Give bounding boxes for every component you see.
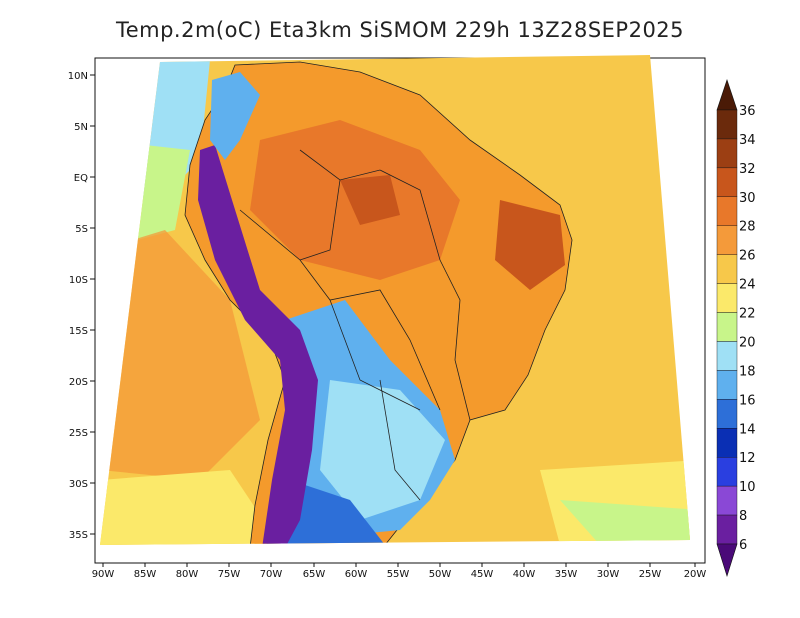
lon-label: 90W [92,569,115,580]
lat-label: 5S [75,224,88,235]
pacific-south-area [100,470,280,545]
lon-label: 20W [684,569,707,580]
lat-label: 10N [68,71,88,82]
colorbar-segment [716,485,738,516]
colorbar-segment [716,370,738,400]
colorbar-label: 10 [739,480,756,495]
colorbar-label: 16 [739,393,756,408]
interior-hot-spot [340,175,400,225]
lon-label: 45W [471,569,494,580]
colorbar-bottom-arrow [716,543,738,578]
colorbar-label: 30 [739,191,756,206]
lon-label: 60W [345,569,368,580]
lat-label: 10S [69,275,88,286]
lon-label: 75W [218,569,241,580]
colorbar-label: 36 [739,104,756,119]
colorbar-label: 6 [739,538,747,553]
colorbar-segment [716,167,738,198]
andes-cold-ridge [198,145,318,545]
atlantic-cool-area [560,500,690,545]
colorbar-segment [716,341,738,371]
lon-label: 80W [176,569,199,580]
pacific-warm-area [100,230,260,480]
colorbar-segment [716,196,738,226]
lon-label: 35W [555,569,578,580]
lon-label: 70W [260,569,283,580]
colorbar-top-arrow [716,79,738,111]
colorbar-segment [716,138,738,169]
colorbar-segments [716,109,738,545]
lon-label: 50W [429,569,452,580]
colorbar-label: 8 [739,509,747,524]
lon-label: 40W [513,569,536,580]
colorbar-label: 26 [739,249,756,264]
lat-label: 25S [69,428,88,439]
colorbar-segment [716,457,738,487]
lon-label: 85W [134,569,157,580]
lon-label: 65W [303,569,326,580]
colorbar-segment [716,225,738,255]
colorbar-label: 12 [739,451,756,466]
map-field [100,55,690,545]
colorbar: 36 34 32 30 28 26 24 22 20 18 16 14 12 10 8 6 [716,79,756,578]
colorbar-label: 28 [739,220,756,235]
colorbar-label: 24 [739,278,756,293]
colorbar-segment [716,109,738,140]
colorbar-segment [716,283,738,313]
latitude-axis: 10N 5N EQ 5S 10S 15S 20S 25S 30S 35S [68,71,95,541]
northeast-hot-area [495,200,565,290]
lon-label: 30W [597,569,620,580]
colorbar-label: 22 [739,307,756,322]
pampas-mild-area [320,380,445,520]
lat-label: 15S [69,326,88,337]
colorbar-segment [716,514,738,545]
lat-label: 20S [69,377,88,388]
lon-label: 55W [387,569,410,580]
country-borders [239,149,471,501]
colorbar-label: 18 [739,364,756,379]
colorbar-segment [716,254,738,284]
lon-label: 25W [639,569,662,580]
colorbar-label: 34 [739,133,756,148]
colorbar-segment [716,399,738,429]
colorbar-segment [716,312,738,342]
colorbar-segment [716,428,738,458]
longitude-axis: 90W 85W 80W 75W 70W 65W 60W 55W 50W 45W … [92,563,707,580]
colorbar-label: 32 [739,162,756,177]
colorbar-labels: 36 34 32 30 28 26 24 22 20 18 16 14 12 10 8 6 [739,104,756,553]
colorbar-label: 20 [739,335,756,350]
map-title: Temp.2m(oC) Eta3km SiSMOM 229h 13Z28SEP2… [115,18,685,42]
lat-label: 35S [69,530,88,541]
colorbar-label: 14 [739,422,756,437]
lat-label: EQ [74,173,88,184]
lat-label: 30S [69,479,88,490]
northern-andes-cool-area [210,72,260,160]
lat-label: 5N [74,122,88,133]
